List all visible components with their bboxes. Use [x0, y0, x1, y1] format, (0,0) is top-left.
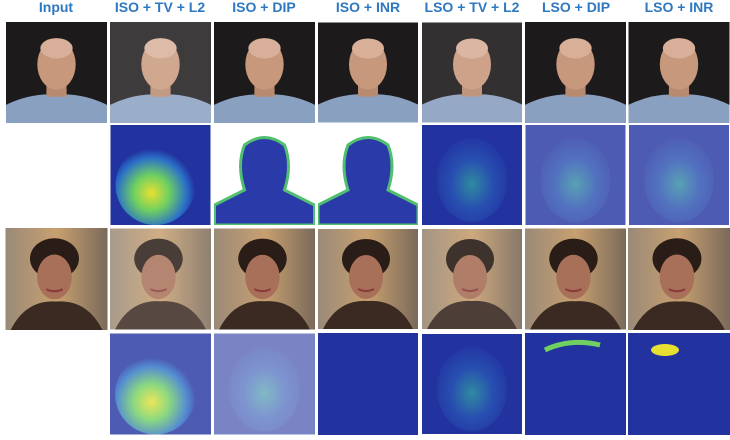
image: [110, 22, 211, 123]
error-map: [110, 334, 211, 435]
image: [110, 229, 211, 330]
error-map: [526, 125, 626, 225]
row-2-error-maps: [111, 125, 730, 225]
column-header: LSO + INR: [645, 0, 714, 15]
error-map: [111, 125, 211, 225]
image: [628, 228, 730, 330]
column-header: ISO + INR: [336, 0, 400, 15]
error-map: [215, 125, 315, 225]
error-map: [628, 333, 730, 435]
image: [318, 23, 418, 123]
column-header: ISO + DIP: [232, 0, 295, 15]
image: [525, 22, 626, 123]
image: [6, 22, 107, 123]
row-4-error-maps: [110, 333, 730, 435]
column-header: LSO + DIP: [542, 0, 610, 15]
image: [318, 229, 418, 329]
error-map: [318, 333, 418, 435]
column-header: ISO + TV + L2: [115, 0, 205, 15]
image: [525, 229, 626, 330]
image: [629, 22, 730, 123]
error-map: [422, 334, 522, 434]
image: [214, 22, 315, 123]
row-1-images: [6, 22, 730, 123]
error-map: [318, 125, 418, 225]
column-header: LSO + TV + L2: [425, 0, 520, 15]
error-map: [214, 334, 315, 435]
error-map: [422, 125, 522, 225]
image: [422, 229, 522, 329]
column-header: Input: [39, 0, 74, 15]
error-highlight: [651, 344, 679, 356]
column-headers: Input ISO + TV + L2 ISO + DIP ISO + INR …: [39, 0, 714, 15]
image: [214, 229, 315, 330]
image: [6, 228, 108, 330]
error-map: [629, 125, 729, 225]
figure: Input ISO + TV + L2 ISO + DIP ISO + INR …: [0, 0, 730, 440]
row-3-images: [6, 228, 730, 330]
error-map: [525, 333, 626, 435]
image: [422, 23, 522, 123]
